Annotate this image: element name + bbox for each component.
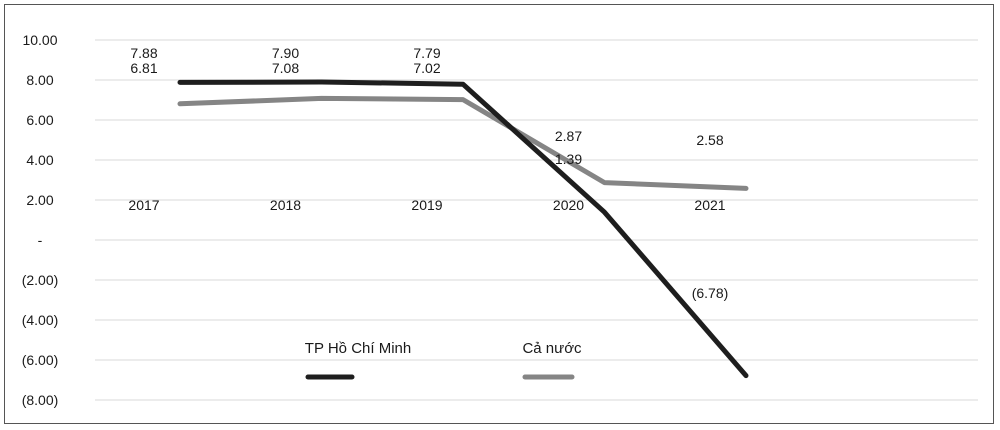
y-tick-label: - [38, 232, 43, 248]
data-label: (6.78) [692, 285, 729, 301]
data-label: 7.90 [272, 45, 299, 61]
legend-label: TP Hồ Chí Minh [305, 340, 411, 357]
x-tick-label: 2017 [128, 197, 159, 213]
data-label: 2.58 [696, 132, 723, 148]
legend: TP Hồ Chí Minh Cả nước [305, 340, 582, 380]
y-tick-label: 10.00 [22, 32, 57, 48]
series-line [177, 95, 749, 191]
y-tick-label: 6.00 [26, 112, 53, 128]
y-tick-label: (4.00) [22, 312, 59, 328]
data-label: 7.79 [413, 45, 440, 61]
y-tick-label: (6.00) [22, 352, 59, 368]
legend-label: Cả nước [522, 340, 582, 357]
x-tick-label: 2019 [411, 197, 442, 213]
x-tick-label: 2020 [553, 197, 584, 213]
y-tick-label: 4.00 [26, 152, 53, 168]
y-tick-label: 2.00 [26, 192, 53, 208]
x-axis-tick-labels: 2017 2018 2019 2020 2021 [128, 197, 725, 213]
data-label: 2.87 [555, 128, 582, 144]
chart-frame [4, 4, 994, 424]
y-axis-tick-labels: 10.00 8.00 6.00 4.00 2.00 - (2.00) (4.00) (6.00)… [22, 32, 59, 408]
data-label: 1.39 [555, 151, 582, 167]
data-label: 7.88 [130, 45, 157, 61]
data-labels: 7.886.81 7.907.08 7.797.02 2.87 1.39 2.58 (6.7… [130, 45, 728, 301]
y-tick-label: (2.00) [22, 272, 59, 288]
data-label: 7.02 [413, 60, 440, 76]
data-label: 6.81 [130, 60, 157, 76]
y-tick-label: 8.00 [26, 72, 53, 88]
series-lines [177, 79, 749, 379]
y-tick-label: (8.00) [22, 392, 59, 408]
x-tick-label: 2021 [694, 197, 725, 213]
x-tick-label: 2018 [270, 197, 301, 213]
data-label: 7.08 [272, 60, 299, 76]
series-line [177, 79, 749, 379]
